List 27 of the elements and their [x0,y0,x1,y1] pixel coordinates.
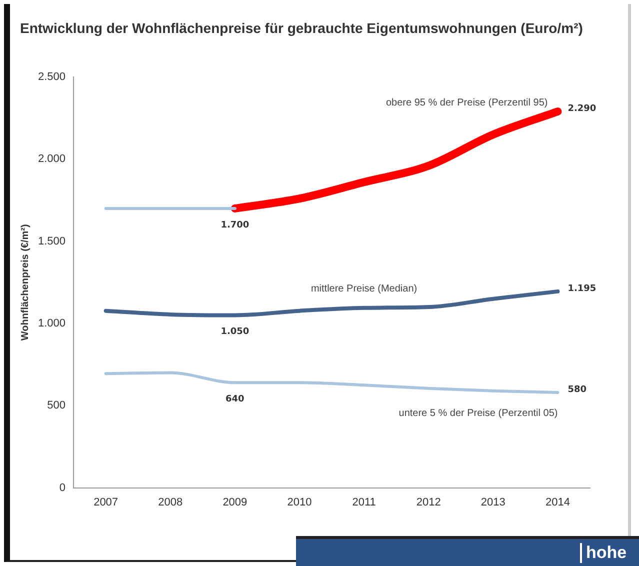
x-tick-label: 2008 [158,496,183,508]
y-tick-label: 500 [47,400,66,412]
series-label: untere 5 % der Preise (Perzentil 05) [398,408,558,420]
x-tick-label: 2010 [287,496,312,508]
x-tick-label: 2011 [352,496,376,508]
data-label: 580 [568,384,587,395]
data-label: 2.290 [568,104,596,114]
series-label: obere 95 % der Preise (Perzentil 95) [386,97,548,108]
data-label: 640 [226,394,244,404]
y-tick-label: 1.000 [38,318,66,330]
x-tick-label: 2014 [545,496,570,508]
data-label: 1.700 [220,220,250,230]
y-axis-title: Wohnflächenpreis (€/m²) [20,224,31,341]
data-label: 1.050 [220,327,250,338]
x-tick-label: 2012 [416,496,441,508]
text: hohe [580,543,627,563]
x-tick-label: 2007 [94,496,118,508]
y-tick-label: 2.500 [38,71,66,84]
y-tick-label: 2.000 [38,153,66,166]
y-tick-label: 0 [59,482,66,494]
line-series [104,371,560,394]
data-label: 1.195 [568,284,596,294]
y-tick-label: 1.500 [38,235,66,248]
chart-title: Entwicklung der Wohnflächenpreise für gebrauchte Eigentumswohnungen (Euro/m²) [20,20,583,36]
x-tick-label: 2009 [222,496,248,508]
series-label: mittlere Preise (Median) [310,284,418,295]
x-tick-label: 2013 [480,496,506,508]
